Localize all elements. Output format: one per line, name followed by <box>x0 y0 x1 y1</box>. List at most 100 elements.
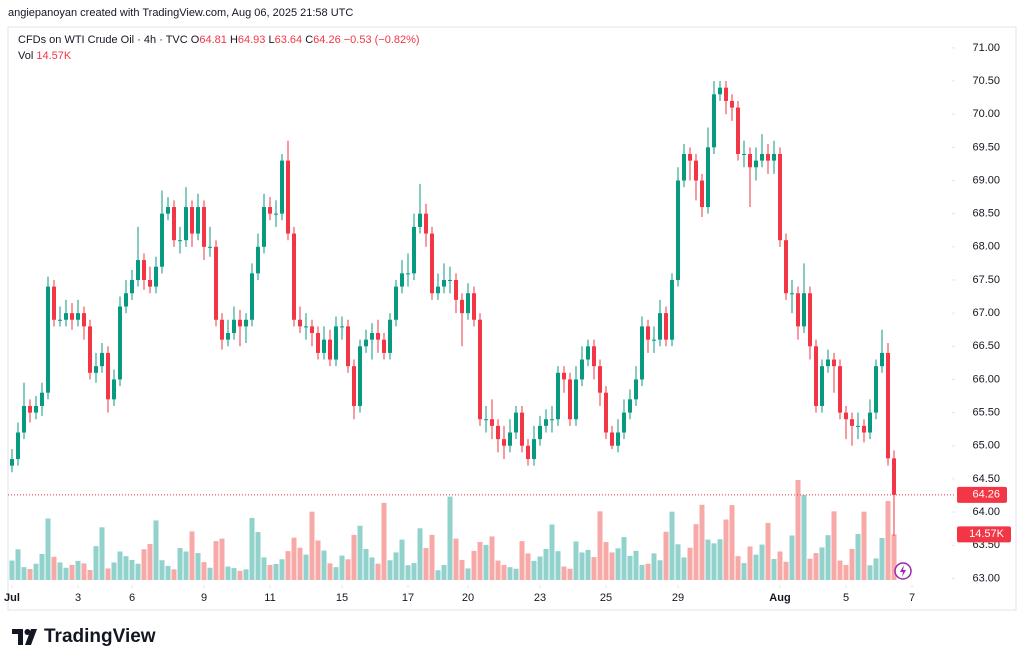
volume-bar <box>249 517 255 580</box>
candle-body <box>436 286 440 294</box>
volume-bar <box>591 557 597 580</box>
candle-body <box>454 279 458 300</box>
candle-body <box>388 319 392 353</box>
volume-bar <box>507 567 513 580</box>
y-tick-label: 63.00 <box>972 572 1000 584</box>
candle-body <box>304 326 308 328</box>
volume-bar <box>765 522 771 580</box>
volume-bar <box>645 563 651 580</box>
volume-bar <box>417 528 423 580</box>
x-tick-label: Jul <box>4 592 20 604</box>
volume-bar <box>723 519 729 580</box>
candle-body <box>178 240 182 242</box>
candle-body <box>214 246 218 320</box>
volume-bar <box>651 553 657 580</box>
volume-bar <box>567 568 573 580</box>
volume-bar <box>57 562 63 580</box>
candle-body <box>754 160 758 168</box>
candle-body <box>70 313 74 320</box>
volume-bar <box>81 563 87 580</box>
candle-body <box>274 213 278 215</box>
candle-body <box>148 279 152 287</box>
candle-body <box>562 372 566 380</box>
candle-body <box>382 339 386 353</box>
candle-body <box>778 153 782 241</box>
volume-bar <box>555 551 561 580</box>
volume-bar <box>375 563 381 580</box>
candle-body <box>466 293 470 314</box>
candle-body <box>622 412 626 433</box>
candle-body <box>34 405 38 413</box>
candle-body <box>136 260 140 280</box>
volume-bar <box>771 558 777 580</box>
candle-body <box>670 279 674 340</box>
volume-bar <box>687 547 693 580</box>
x-tick-label: 29 <box>672 592 684 604</box>
candle-body <box>16 432 20 460</box>
y-tick-label: 69.00 <box>972 174 1000 186</box>
candle-body <box>826 359 830 367</box>
candle-body <box>700 180 704 208</box>
candle-body <box>712 94 716 148</box>
candle-body <box>682 153 686 181</box>
volume-bar <box>105 568 111 580</box>
volume-bar <box>45 518 51 580</box>
candle-body <box>262 207 266 247</box>
candle-body <box>730 100 734 108</box>
volume-bar <box>195 553 201 580</box>
x-tick-label: 11 <box>264 592 275 604</box>
candle-body <box>784 240 788 294</box>
ohlc-value: 64.81 <box>199 34 227 46</box>
y-tick-label: 68.00 <box>972 241 1000 253</box>
candle-body <box>76 313 80 320</box>
candle-body <box>892 458 896 495</box>
candle-body <box>520 412 524 446</box>
candle-body <box>376 333 380 340</box>
candle-body <box>814 346 818 406</box>
volume-bar <box>135 563 141 580</box>
candle-body <box>184 207 188 241</box>
candle-body <box>694 160 698 181</box>
volume-bar <box>297 547 303 580</box>
volume-bar <box>561 566 567 580</box>
legend-main: CFDs on WTI Crude Oil · 4h · TVC O64.81 … <box>18 34 420 46</box>
volume-bar <box>681 557 687 580</box>
volume-bar <box>111 562 117 580</box>
candle-body <box>460 299 464 314</box>
candle-body <box>706 147 710 208</box>
candle-body <box>616 432 620 446</box>
candle-body <box>544 419 548 426</box>
candle-body <box>880 352 884 367</box>
candle-body <box>748 153 752 168</box>
volume-bar <box>447 496 453 580</box>
volume-bar <box>519 541 525 580</box>
volume-bar <box>657 560 663 580</box>
candle-body <box>58 319 62 321</box>
volume-bar <box>483 544 489 580</box>
candle-body <box>88 326 92 373</box>
candle-body <box>334 326 338 360</box>
volume-label-bg <box>957 526 1011 543</box>
volume-bar <box>813 553 819 580</box>
candle-body <box>514 412 518 433</box>
volume-bar <box>129 559 135 580</box>
candle-body <box>370 333 374 340</box>
volume-bar <box>453 538 459 580</box>
volume-bar <box>675 544 681 580</box>
volume-name: Vol <box>18 50 34 62</box>
candle-body <box>22 405 26 433</box>
candle-body <box>424 213 428 234</box>
volume-bar <box>165 565 171 580</box>
volume-bar <box>63 567 69 580</box>
volume-value: 14.57K <box>36 50 72 62</box>
volume-bar <box>237 570 243 580</box>
price-label-bg <box>957 486 1007 503</box>
candle-body <box>190 207 194 234</box>
volume-bar <box>717 539 723 580</box>
candle-body <box>316 333 320 353</box>
volume-bar <box>429 534 435 580</box>
volume-bar <box>147 543 153 580</box>
candle-body <box>442 279 446 287</box>
candle-body <box>400 273 404 287</box>
candle-body <box>592 346 596 367</box>
